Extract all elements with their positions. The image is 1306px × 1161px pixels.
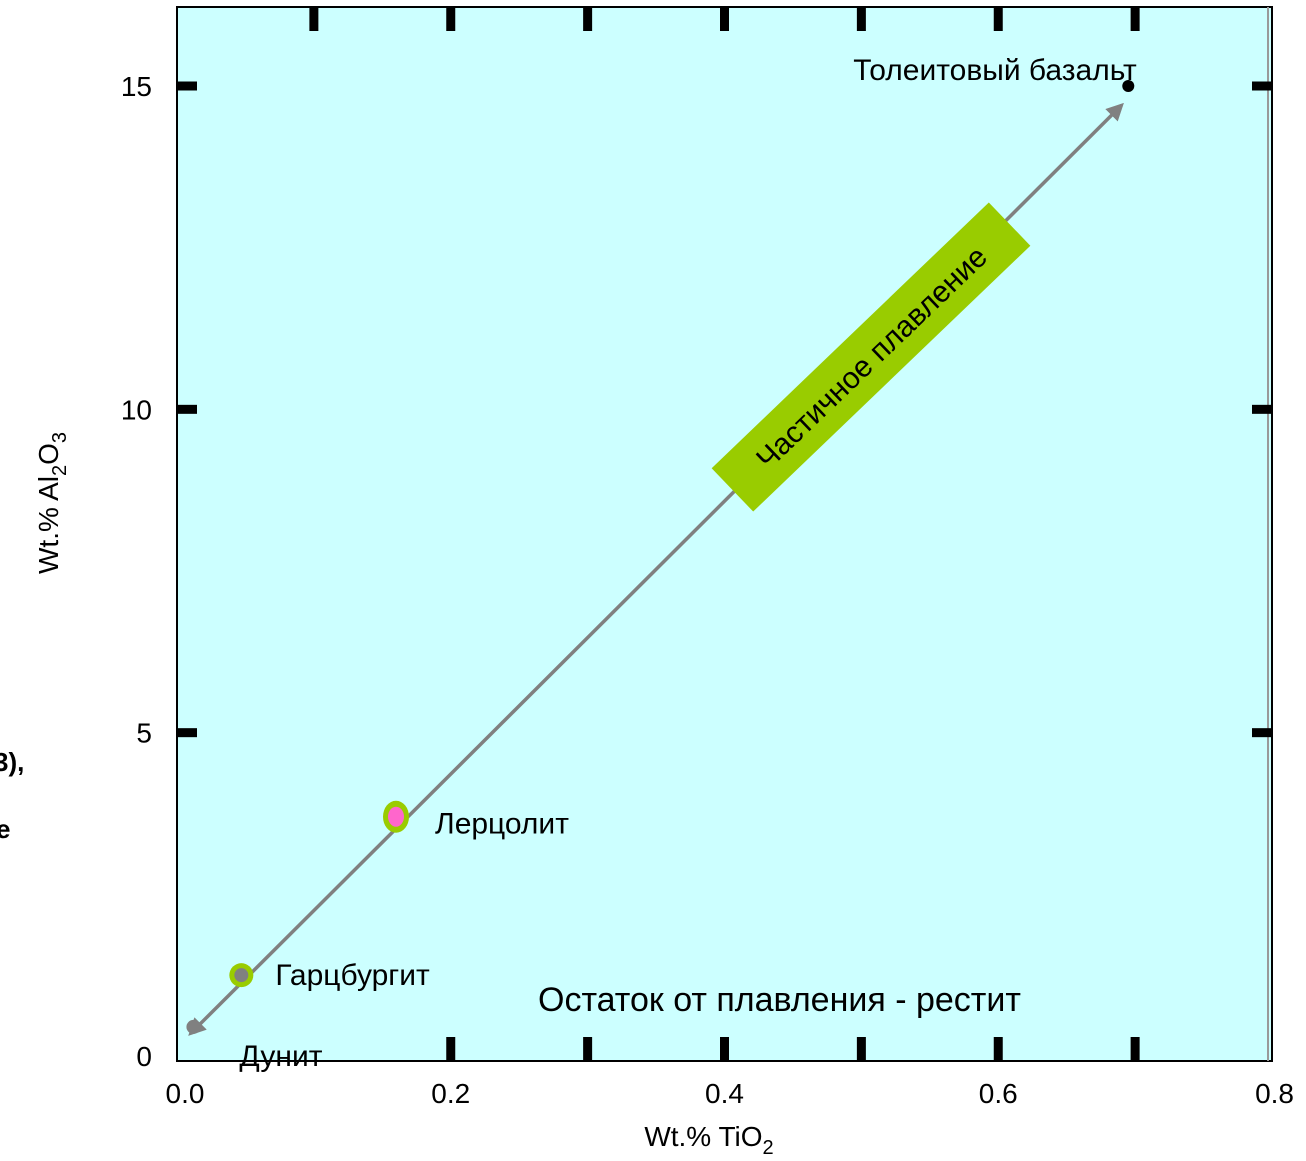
point-label: Лерцолит bbox=[435, 808, 569, 841]
x-tick-top bbox=[446, 7, 456, 31]
x-tick-top bbox=[583, 7, 593, 31]
y-tick-label: 5 bbox=[136, 718, 152, 749]
x-tick-label: 0.8 bbox=[1255, 1078, 1294, 1109]
point-label: Гарцбургит bbox=[275, 959, 430, 992]
y-tick-label: 0 bbox=[136, 1041, 152, 1072]
residue-annotation: Остаток от плавления - рестит bbox=[538, 981, 1021, 1019]
y-tick-labels: 0 5 10 15 bbox=[121, 71, 152, 1072]
x-tick-bottom bbox=[856, 1037, 866, 1061]
y-axis-label-prefix: Wt.% Al bbox=[33, 476, 64, 574]
x-tick-labels: 0.0 0.2 0.4 0.6 0.8 bbox=[166, 1078, 1294, 1109]
cut-off-text-1: 3), bbox=[0, 747, 24, 777]
x-axis-label-prefix: Wt.% TiO bbox=[644, 1121, 762, 1152]
point-label: Дунит bbox=[239, 1040, 322, 1073]
y-axis-label: Wt.% Al2O3 bbox=[33, 432, 71, 574]
tick-marks bbox=[177, 7, 1272, 1061]
data-point bbox=[234, 968, 249, 983]
y-tick-label: 15 bbox=[121, 71, 152, 102]
x-tick-label: 0.4 bbox=[705, 1078, 744, 1109]
data-point bbox=[1122, 80, 1135, 92]
x-tick-bottom bbox=[993, 1037, 1003, 1061]
y-tick-left bbox=[177, 728, 197, 738]
x-tick-label: 0.6 bbox=[979, 1078, 1018, 1109]
y-tick-right bbox=[1252, 404, 1272, 414]
y-axis-label-subscript-1: 2 bbox=[49, 465, 71, 476]
y-tick-left bbox=[177, 81, 197, 91]
partial-melting-box bbox=[711, 202, 1031, 512]
cut-off-text-2: е bbox=[0, 814, 10, 844]
x-tick-top bbox=[309, 7, 319, 31]
y-tick-right bbox=[1252, 728, 1272, 738]
plot-area bbox=[176, 6, 1273, 1062]
point-label: Толеитовый базальт bbox=[853, 54, 1137, 87]
data-points bbox=[186, 80, 1135, 1034]
point-labels: Толеитовый базальт Лерцолит Гарцбургит Дуни… bbox=[239, 54, 1137, 1073]
y-axis-label-middle: O bbox=[33, 443, 64, 465]
x-tick-top bbox=[856, 7, 866, 31]
data-point bbox=[388, 806, 404, 827]
x-tick-bottom bbox=[583, 1037, 593, 1061]
y-tick-label: 10 bbox=[121, 394, 152, 425]
y-axis-label-subscript-2: 3 bbox=[49, 432, 71, 443]
x-tick-label: 0.0 bbox=[166, 1078, 205, 1109]
x-tick-bottom bbox=[1130, 1037, 1140, 1061]
y-tick-left bbox=[177, 404, 197, 414]
x-tick-label: 0.2 bbox=[431, 1078, 470, 1109]
y-tick-right bbox=[1252, 81, 1272, 91]
x-tick-bottom bbox=[720, 1037, 729, 1061]
x-axis-label-subscript: 2 bbox=[763, 1137, 774, 1159]
x-tick-top bbox=[1130, 7, 1140, 31]
x-tick-top bbox=[993, 7, 1003, 31]
x-axis-label: Wt.% TiO2 bbox=[644, 1121, 773, 1159]
x-tick-bottom bbox=[446, 1037, 456, 1061]
x-tick-top bbox=[720, 7, 729, 31]
data-point bbox=[186, 1019, 201, 1034]
